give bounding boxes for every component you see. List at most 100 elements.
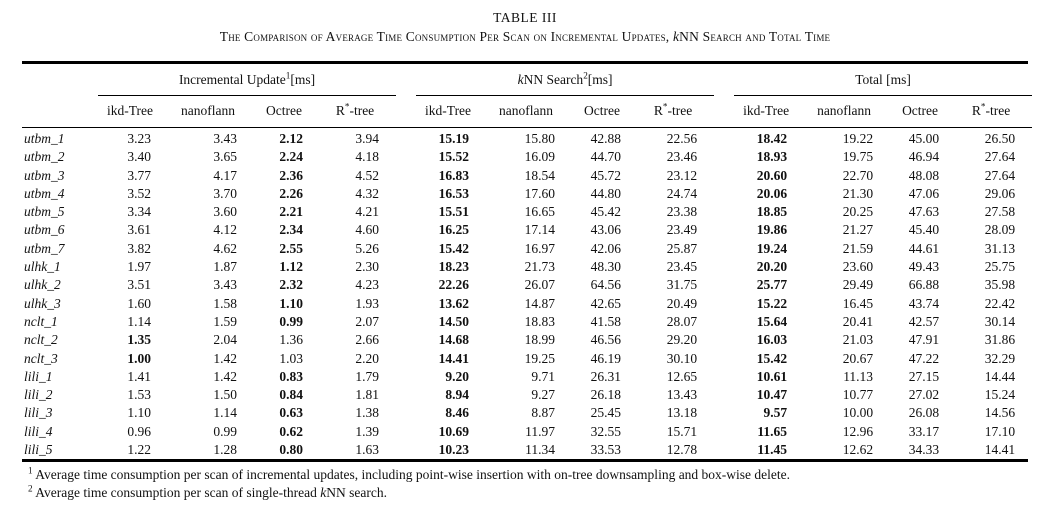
row-label: utbm_7 <box>24 240 65 256</box>
value-cell: 23.46 <box>666 149 698 165</box>
value-cell: 1.81 <box>355 387 380 403</box>
value-cell: 47.22 <box>908 350 940 366</box>
value-cell: 18.23 <box>438 259 470 275</box>
value-cell: 1.36 <box>279 332 303 348</box>
value-cell: 0.99 <box>213 423 237 439</box>
table-title-part2: NN Search and Total Time <box>679 29 831 44</box>
value-cell: 2.34 <box>279 222 303 238</box>
value-cell: 1.42 <box>213 350 237 366</box>
value-cell: 21.73 <box>524 259 556 275</box>
value-cell: 30.10 <box>666 350 698 366</box>
value-cell: 11.45 <box>757 442 788 458</box>
table-title-part1: The Comparison of Average Time Consumpti… <box>219 29 673 44</box>
table-header: Incremental Update1[ms] kNN Search2[ms] To… <box>22 64 1033 128</box>
value-cell: 10.47 <box>756 387 788 403</box>
value-cell: 17.10 <box>984 423 1016 439</box>
subcolumn-header-r-tree: R*-tree <box>638 95 715 128</box>
value-cell: 16.45 <box>842 295 874 311</box>
value-cell: 23.60 <box>842 259 874 275</box>
value-cell: 11.65 <box>757 423 788 439</box>
value-cell: 2.66 <box>355 332 380 348</box>
group-gap <box>714 128 734 149</box>
value-cell: 4.60 <box>355 222 380 238</box>
subcolumn-header-ikd-tree: ikd-Tree <box>734 95 805 128</box>
group-gap <box>714 313 734 331</box>
value-cell: 47.63 <box>908 204 940 220</box>
value-cell: 20.60 <box>756 167 788 183</box>
row-label: utbm_2 <box>24 149 65 165</box>
value-cell: 2.32 <box>279 277 303 293</box>
value-cell: 2.55 <box>279 240 303 256</box>
value-cell: 8.87 <box>531 405 556 421</box>
value-cell: 19.24 <box>756 240 788 256</box>
value-cell: 42.88 <box>590 131 622 146</box>
value-cell: 14.87 <box>524 295 556 311</box>
value-cell: 33.53 <box>590 442 622 458</box>
group-gap <box>714 441 734 459</box>
row-label: nclt_3 <box>24 350 58 366</box>
subcolumn-header-ikd-tree: ikd-Tree <box>416 95 487 128</box>
value-cell: 12.65 <box>666 368 698 384</box>
subcolumn-header-ikd-tree: ikd-Tree <box>98 95 168 128</box>
table-row: nclt_3 1.00 1.42 1.03 2.20 14.41 19.25 46.19 30.… <box>22 350 1032 368</box>
value-cell: 10.23 <box>438 442 470 458</box>
value-cell: 44.70 <box>590 149 622 165</box>
value-cell: 1.41 <box>127 368 151 384</box>
value-cell: 1.22 <box>127 442 151 458</box>
group-gap <box>396 221 416 239</box>
value-cell: 19.86 <box>756 222 788 238</box>
group-gap <box>714 295 734 313</box>
value-cell: 14.56 <box>984 405 1016 421</box>
value-cell: 15.71 <box>666 423 698 439</box>
table-row: nclt_1 1.14 1.59 0.99 2.07 14.50 18.83 41.58 28.… <box>22 313 1032 331</box>
value-cell: 17.14 <box>524 222 556 238</box>
value-cell: 15.51 <box>438 204 470 220</box>
group-gap <box>396 276 416 294</box>
value-cell: 19.22 <box>842 131 874 146</box>
value-cell: 27.02 <box>908 387 940 403</box>
value-cell: 21.30 <box>842 185 874 201</box>
group-gap <box>714 331 734 349</box>
group-gap <box>714 167 734 185</box>
group-gap <box>396 313 416 331</box>
value-cell: 19.25 <box>524 350 556 366</box>
row-label: lili_1 <box>24 368 53 384</box>
value-cell: 1.28 <box>213 442 237 458</box>
subcolumn-header-octree: Octree <box>572 95 639 128</box>
value-cell: 23.45 <box>666 259 698 275</box>
value-cell: 24.74 <box>666 185 698 201</box>
value-cell: 66.88 <box>908 277 940 293</box>
value-cell: 10.69 <box>438 423 470 439</box>
value-cell: 23.12 <box>666 167 698 183</box>
value-cell: 29.20 <box>666 332 698 348</box>
value-cell: 46.19 <box>590 350 622 366</box>
value-cell: 26.08 <box>908 405 940 421</box>
value-cell: 17.60 <box>524 185 556 201</box>
subcolumn-header-nanoflann: nanoflann <box>804 95 891 128</box>
value-cell: 15.42 <box>438 240 470 256</box>
row-label: utbm_6 <box>24 222 65 238</box>
value-cell: 16.65 <box>524 204 556 220</box>
value-cell: 15.22 <box>756 295 788 311</box>
table-title-knn-k: k <box>672 29 680 44</box>
group-gap <box>396 148 416 166</box>
value-cell: 64.56 <box>590 277 622 293</box>
corner-cell <box>22 64 98 96</box>
value-cell: 5.26 <box>355 240 380 256</box>
value-cell: 44.80 <box>590 185 622 201</box>
value-cell: 46.56 <box>590 332 622 348</box>
row-label: nclt_2 <box>24 332 58 348</box>
value-cell: 2.12 <box>279 131 303 146</box>
value-cell: 4.18 <box>355 149 380 165</box>
value-cell: 18.93 <box>756 149 788 165</box>
value-cell: 18.83 <box>524 313 556 329</box>
value-cell: 45.40 <box>908 222 940 238</box>
value-cell: 1.00 <box>127 350 151 366</box>
value-cell: 14.68 <box>438 332 470 348</box>
value-cell: 14.44 <box>984 368 1016 384</box>
value-cell: 1.14 <box>213 405 237 421</box>
table-top-rule <box>22 61 1028 64</box>
group-gap <box>714 185 734 203</box>
group-gap <box>396 240 416 258</box>
group-gap <box>396 295 416 313</box>
